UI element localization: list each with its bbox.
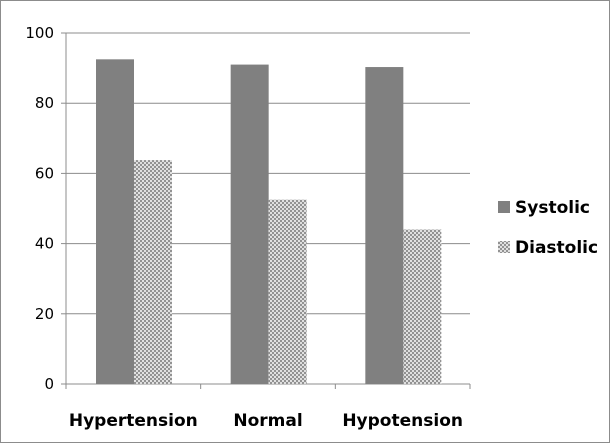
legend-label-systolic: Systolic [515, 198, 590, 218]
x-category-label: Normal [233, 411, 302, 431]
legend-label-diastolic: Diastolic [515, 238, 598, 258]
bar-systolic-normal [230, 64, 269, 384]
legend-swatch-diastolic [498, 241, 510, 253]
y-tick-label: 20 [35, 305, 54, 323]
y-tick-label: 100 [25, 24, 54, 42]
y-tick-label: 0 [44, 375, 54, 393]
bars [96, 59, 442, 384]
legend: Systolic Diastolic [498, 198, 598, 258]
bar-diastolic-normal [268, 199, 307, 384]
y-tick-label: 60 [35, 164, 54, 182]
bar-diastolic-hypertension [134, 160, 172, 384]
x-category-label: Hypotension [342, 411, 463, 431]
x-category-label: Hypertension [69, 411, 198, 431]
bar-systolic-hypertension [96, 59, 134, 384]
axis-labels: 0 20 40 60 80 100 Hypertension Normal Hypotensio… [25, 24, 463, 431]
bar-systolic-hypotension [365, 67, 404, 384]
y-tick-label: 40 [35, 235, 54, 253]
y-tick-label: 80 [35, 94, 54, 112]
legend-swatch-systolic [498, 201, 510, 213]
bar-diastolic-hypotension [403, 229, 442, 384]
